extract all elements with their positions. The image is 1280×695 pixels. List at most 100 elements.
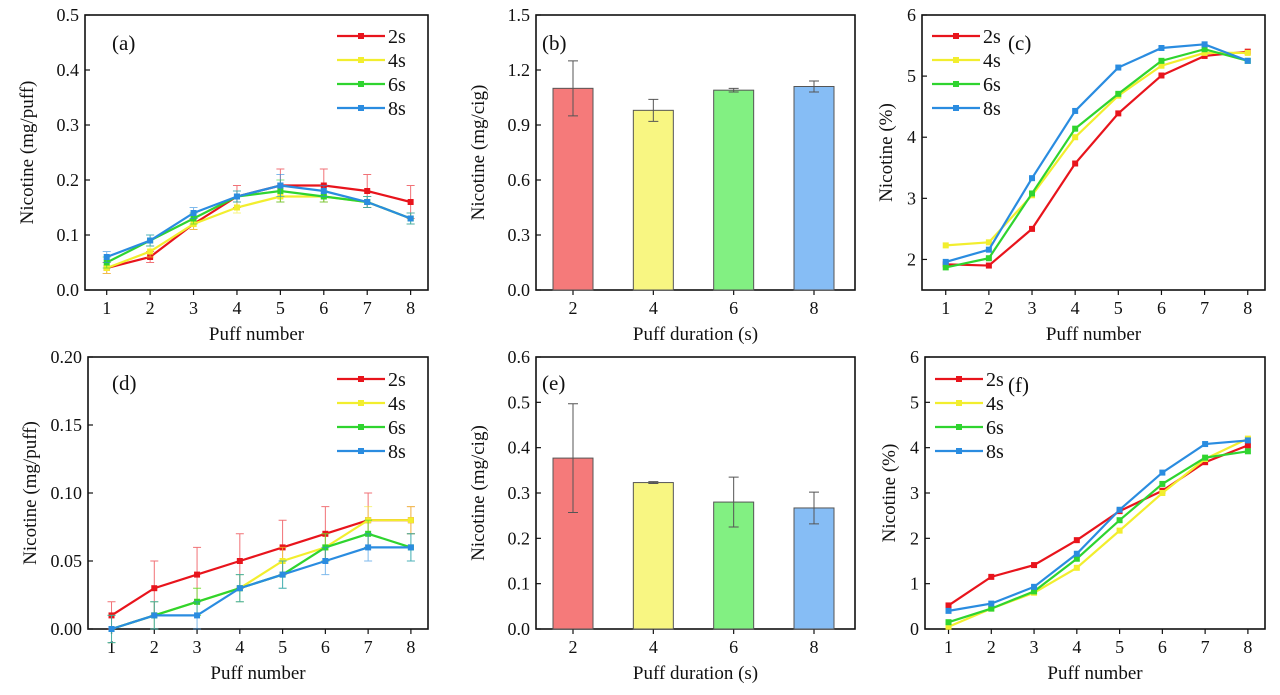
x-tick-label: 4 <box>649 637 658 657</box>
legend-marker <box>358 424 364 430</box>
legend-marker <box>358 81 364 87</box>
plot-frame <box>921 14 1266 291</box>
x-axis-label: Puff number <box>210 663 306 684</box>
y-tick-label: 0.5 <box>508 392 531 412</box>
data-point <box>407 544 414 551</box>
data-point <box>1031 562 1038 569</box>
y-tick-label: 1.2 <box>508 60 531 80</box>
y-tick-label: 0.9 <box>508 115 531 135</box>
legend-label: 6s <box>986 417 1004 439</box>
data-point <box>1159 490 1166 496</box>
y-tick-label: 3 <box>910 483 919 503</box>
x-tick-label: 2 <box>569 298 578 318</box>
error-bar <box>568 60 578 117</box>
data-point <box>1072 125 1079 132</box>
subplot-f: 0 1 2 3 4 5 6 1 2 3 4 5 6 7 8 Puff number Nicotine (%) (f… <box>879 347 1266 684</box>
y-axis-label: Nicotine (mg/puff) <box>17 81 38 225</box>
y-tick-label: 5 <box>907 66 916 86</box>
data-point <box>945 607 952 614</box>
y-tick-label: 0.6 <box>508 347 531 367</box>
x-tick-label: 5 <box>278 637 287 657</box>
x-tick-label: 2 <box>150 637 159 657</box>
y-tick-label: 0.4 <box>508 438 531 458</box>
series-2s <box>945 442 1251 609</box>
data-point <box>322 558 329 564</box>
y-tick-label: 0.20 <box>51 347 83 367</box>
data-point <box>236 585 243 592</box>
data-point <box>1072 134 1079 141</box>
data-point <box>194 612 201 619</box>
x-tick-label: 6 <box>729 637 738 657</box>
x-tick-label: 8 <box>1243 298 1252 318</box>
y-tick-label: 0.0 <box>508 619 531 639</box>
plot-frame <box>87 356 429 630</box>
legend-label: 6s <box>388 74 406 96</box>
series-line <box>945 48 1249 269</box>
y-tick-label: 0.10 <box>51 483 83 503</box>
legend-marker <box>358 376 364 382</box>
data-point <box>945 619 952 626</box>
error-bar <box>728 476 739 528</box>
data-point <box>365 544 372 551</box>
data-point <box>1201 41 1208 48</box>
data-point <box>1072 160 1079 167</box>
y-tick-label: 4 <box>910 438 919 458</box>
x-tick-label: 3 <box>1030 637 1039 657</box>
x-tick-label: 7 <box>363 298 372 318</box>
data-point <box>320 188 327 194</box>
data-point <box>1202 441 1209 448</box>
data-point <box>233 193 240 200</box>
data-point <box>1073 550 1080 557</box>
plot-frame <box>84 14 429 291</box>
legend-marker <box>358 448 364 454</box>
series-line <box>948 450 1249 624</box>
y-tick-label: 0.00 <box>51 619 83 639</box>
legend-label: 2s <box>388 26 406 48</box>
data-point <box>233 204 240 211</box>
subplot-b: 0.0 0.3 0.6 0.9 1.2 1.5 2 4 6 8 Puff duration (s) N… <box>468 5 856 345</box>
y-tick-label: 0.4 <box>57 60 80 80</box>
series-line <box>948 439 1248 612</box>
data-point <box>1158 62 1165 69</box>
series-line <box>945 51 1248 247</box>
data-point <box>988 605 995 612</box>
x-tick-label: 3 <box>193 637 202 657</box>
data-point <box>985 255 992 262</box>
data-point <box>1244 448 1251 455</box>
x-tick-label: 4 <box>235 637 244 657</box>
y-tick-label: 0.5 <box>57 5 80 25</box>
y-tick-label: 3 <box>907 188 916 208</box>
error-bar <box>809 491 819 525</box>
series-line <box>945 43 1249 263</box>
y-axis-label: Nicotine (mg/cig) <box>468 85 489 221</box>
data-point <box>194 571 201 578</box>
data-point <box>277 182 284 189</box>
y-tick-label: 2 <box>910 528 919 548</box>
series-line <box>106 184 412 259</box>
y-tick-label: 0.1 <box>508 574 531 594</box>
y-tick-label: 6 <box>907 5 916 25</box>
data-point <box>147 237 154 244</box>
data-point <box>147 248 154 255</box>
data-point <box>236 558 243 564</box>
legend-marker <box>953 57 959 63</box>
series-2s <box>102 168 415 274</box>
data-point <box>103 254 110 260</box>
data-point <box>985 246 992 253</box>
data-point <box>1244 437 1251 444</box>
data-point <box>942 258 949 265</box>
legend-marker <box>358 33 364 39</box>
series-8s <box>107 533 415 644</box>
x-tick-label: 8 <box>810 637 819 657</box>
x-tick-label: 2 <box>146 298 155 318</box>
legend-label: 2s <box>983 26 1001 48</box>
y-tick-label: 0.6 <box>508 170 531 190</box>
x-axis-label: Puff duration (s) <box>633 324 758 345</box>
bar <box>632 482 674 630</box>
data-point <box>1029 175 1036 182</box>
panel-label: (a) <box>112 31 135 55</box>
legend-label: 6s <box>983 74 1001 96</box>
data-point <box>1202 454 1209 461</box>
